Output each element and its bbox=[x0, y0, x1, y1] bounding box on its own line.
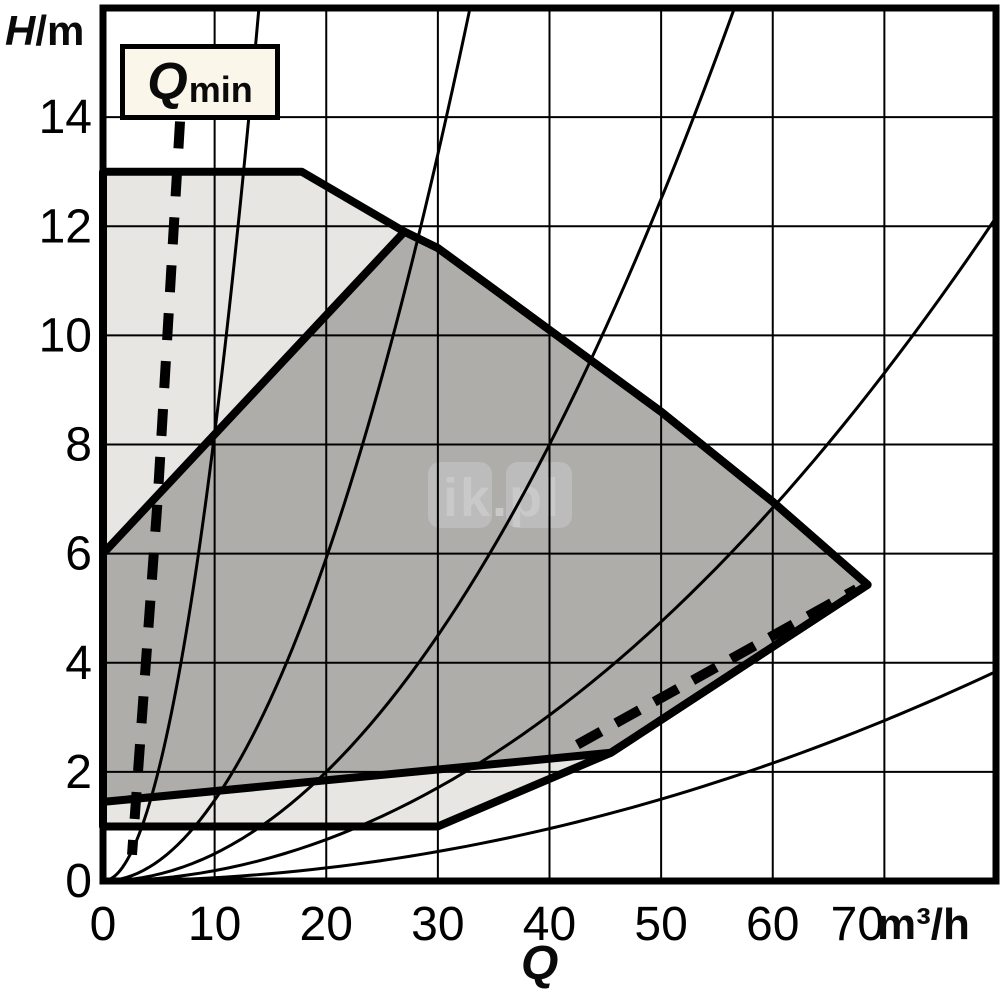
y-axis-title: H/m bbox=[5, 10, 84, 52]
plot-frame bbox=[99, 4, 1000, 885]
watermark-tile bbox=[506, 462, 572, 528]
x-tick-label: 60 bbox=[746, 898, 799, 951]
x-tick-label: 10 bbox=[188, 898, 241, 951]
y-tick-label: 14 bbox=[39, 91, 92, 144]
system-curve bbox=[102, 670, 997, 883]
aux-dashed-line bbox=[574, 584, 859, 749]
y-tick-label: 0 bbox=[65, 855, 92, 908]
system-curve bbox=[102, 216, 998, 883]
system-curve bbox=[102, 7, 472, 883]
watermark-tile bbox=[428, 462, 492, 528]
y-tick-label: 10 bbox=[39, 309, 92, 362]
system-curve bbox=[102, 7, 261, 883]
y-tick-label: 2 bbox=[65, 746, 92, 799]
x-tick-label: 40 bbox=[523, 898, 576, 951]
x-tick-label: 50 bbox=[634, 898, 687, 951]
y-axis-unit-label: /m bbox=[35, 7, 85, 54]
y-tick-label: 12 bbox=[39, 200, 92, 253]
x-tick-label: 20 bbox=[300, 898, 353, 951]
y-axis-symbol: H bbox=[5, 7, 36, 54]
y-tick-label: 6 bbox=[65, 528, 92, 581]
qmin-subscript: min bbox=[188, 69, 253, 110]
watermark-text: ik.pl bbox=[443, 468, 561, 528]
x-axis-unit: m³/h bbox=[877, 900, 970, 949]
inner-control-range-outline bbox=[99, 227, 872, 806]
x-tick-label: 70 bbox=[831, 898, 884, 951]
x-tick-label: 0 bbox=[90, 898, 117, 951]
x-tick-label: 30 bbox=[411, 898, 464, 951]
qmin-symbol: Q bbox=[147, 53, 188, 111]
y-tick-label: 4 bbox=[65, 637, 92, 690]
system-curve bbox=[102, 7, 736, 883]
x-axis-symbol: Q bbox=[521, 937, 559, 990]
y-tick-label: 8 bbox=[65, 419, 92, 472]
